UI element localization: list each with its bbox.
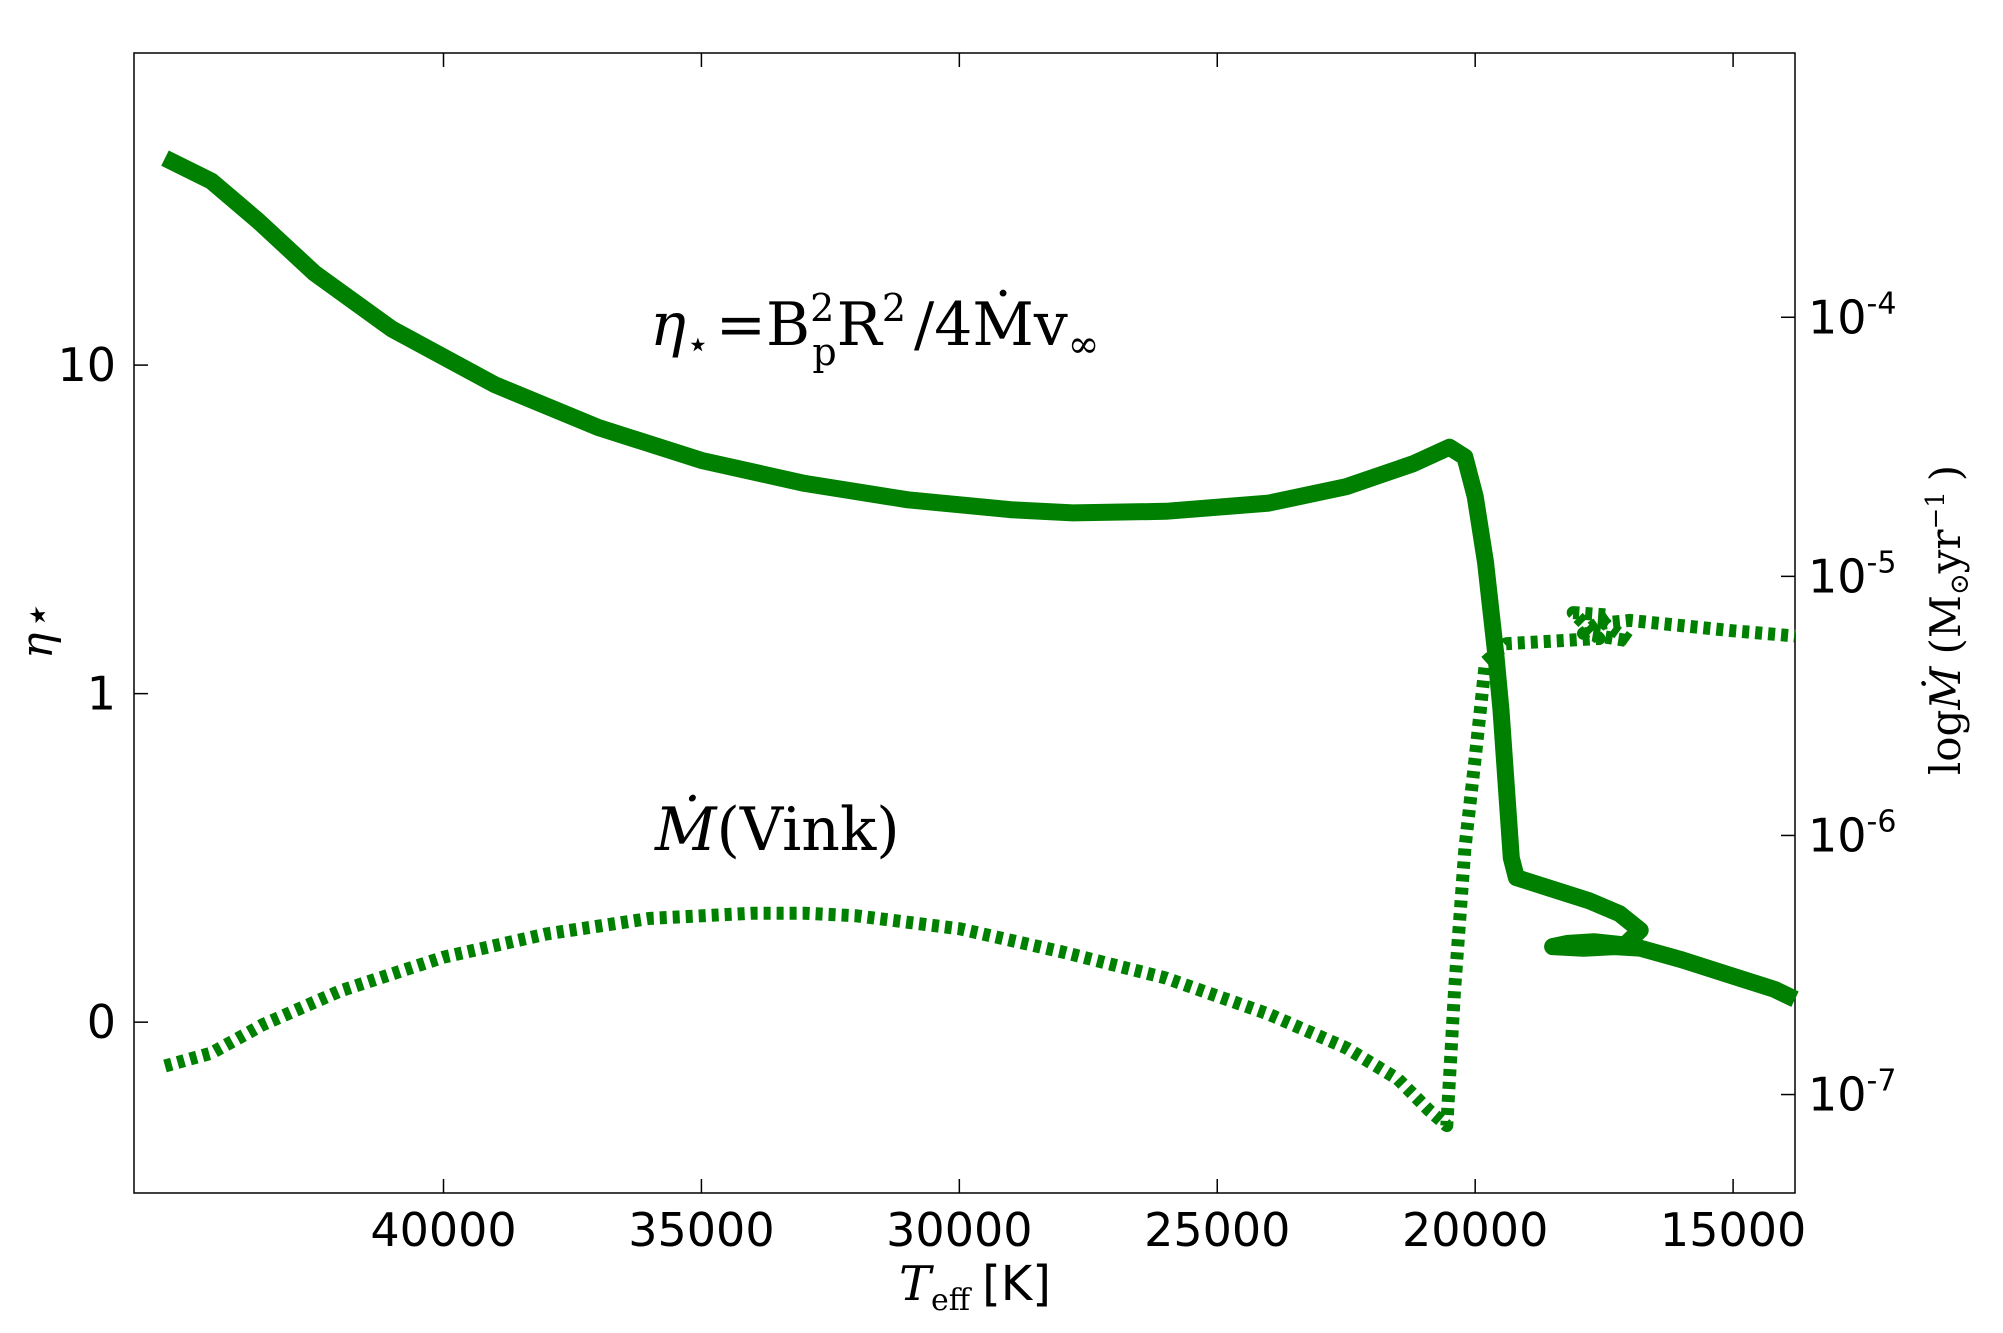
formula-b-sup: 2 [810, 286, 834, 330]
right-label-unit-sup: −1 [1921, 491, 1951, 529]
eta-formula-annotation: η⋆ =B2 pR2/4Ṁv∞ [650, 286, 1099, 374]
y-tick-label: 1 [87, 667, 116, 721]
right-axis-label: logṀ (M⊙yr−1) [1920, 465, 1975, 775]
x-tick-label: 20000 [1402, 1203, 1548, 1257]
x-axis-label: Teff [K] [899, 1256, 1051, 1318]
right-tick-label: 10-4 [1808, 286, 1896, 344]
right-tick-label: 10-7 [1808, 1064, 1896, 1122]
x-label-unit: [K] [982, 1256, 1051, 1312]
x-tick-label: 30000 [886, 1203, 1032, 1257]
right-label-unit-close: ) [1921, 465, 1970, 481]
formula-eta: η [650, 290, 686, 360]
right-label-unit-mid: yr [1921, 529, 1970, 575]
right-label-unit-sub: ⊙ [1945, 573, 1975, 595]
right-label-prefix: log [1921, 710, 1970, 776]
x-tick-label: 15000 [1660, 1203, 1806, 1257]
mdot-vink-text: (Vink) [716, 795, 899, 865]
right-axis-ticks: 10-4 10-5 10-6 10-7 [1781, 286, 1896, 1122]
mdot-vink-annotation: Ṁ(Vink) [654, 795, 900, 865]
x-axis-ticks: 40000 35000 30000 25000 20000 15000 [370, 53, 1806, 1257]
formula-v-sub: ∞ [1068, 322, 1100, 366]
x-tick-label: 25000 [1144, 1203, 1290, 1257]
formula-slash: /4 [914, 290, 972, 360]
y-tick-label: 0 [87, 995, 116, 1049]
mdot-vink-symbol: Ṁ [654, 795, 718, 865]
series-group [161, 150, 1799, 1133]
y-axis-label: η⋆ [12, 605, 63, 659]
x-label-symbol: T [899, 1256, 934, 1312]
formula-r: R [837, 290, 884, 360]
formula-mdot: Ṁ [972, 290, 1033, 360]
right-tick-label: 10-6 [1808, 804, 1896, 862]
series-line-eta_star [161, 150, 1799, 1007]
x-label-subscript: eff [931, 1283, 973, 1318]
right-tick-label: 10-5 [1808, 545, 1896, 603]
right-label-symbol: Ṁ [1920, 666, 1970, 711]
x-tick-label: 40000 [370, 1203, 516, 1257]
series-line-mdot_vink [163, 606, 1796, 1133]
plot-area [133, 52, 1796, 1194]
right-label-unit-open: (M [1921, 595, 1970, 654]
formula-b-sub: p [812, 330, 836, 374]
formula-eta-sub: ⋆ [686, 322, 710, 366]
formula-eq: =B [716, 290, 810, 360]
x-tick-label: 35000 [628, 1203, 774, 1257]
y-tick-label: 10 [57, 338, 116, 392]
formula-r-sup: 2 [882, 286, 906, 330]
formula-v: v [1033, 290, 1068, 360]
